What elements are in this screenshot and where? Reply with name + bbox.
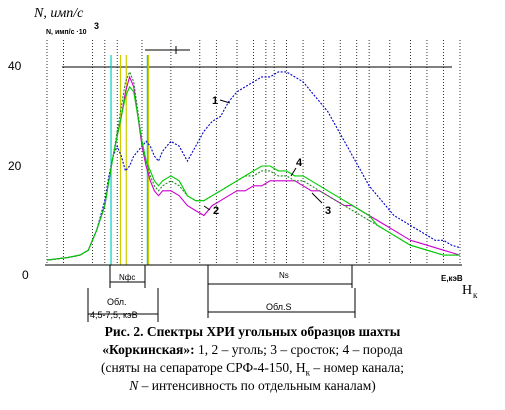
obl-fs-label-line1: Обл. — [107, 297, 127, 307]
obl-fs-label-line2: 4,5-7,5, кэВ — [90, 310, 138, 320]
caption-n-symbol: N — [129, 378, 139, 393]
y-axis-title: N, имп/с — [33, 6, 84, 21]
y-axis-subtitle: N, имп/с ·10 — [46, 29, 87, 36]
obl-s-label: Обл.S — [266, 302, 292, 312]
x-axis-end-label: E,кэВ — [441, 274, 463, 283]
nfs-label: Nфс — [119, 273, 135, 282]
caption-title: Рис. 2. Спектры ХРИ угольных образцов ша… — [104, 324, 401, 339]
ns-label: Ns — [279, 271, 289, 280]
curve-label-4: 4 — [296, 157, 303, 169]
series-group — [46, 70, 461, 261]
series-line-4 — [46, 85, 460, 261]
caption-line-3: (сняты на сепараторе СРФ-4-150, Hк – ном… — [0, 359, 505, 382]
caption-note-a: (сняты на сепараторе СРФ-4-150, H — [100, 360, 306, 375]
curve-label-3-leader — [311, 192, 323, 204]
caption-mine-name: «Коркинская»: — [102, 342, 195, 357]
caption-note-b: – номер канала; — [309, 360, 405, 375]
curve-label-2: 2 — [213, 205, 219, 217]
y-tick-label-0: 0 — [22, 268, 29, 282]
grid-lines — [46, 40, 461, 265]
caption-line-2: «Коркинская»: 1, 2 – уголь; 3 – сросток;… — [0, 341, 505, 358]
curve-label-3: 3 — [325, 205, 331, 217]
curve-label-1-leader — [219, 99, 231, 104]
y-tick-label-40: 40 — [8, 59, 22, 73]
caption-line-4: N – интенсивность по отдельным каналам) — [0, 377, 505, 394]
curve-label-2-leader — [203, 205, 211, 211]
curve-label-1: 1 — [212, 95, 218, 107]
series-line-1 — [46, 71, 461, 261]
y-tick-label-20: 20 — [8, 159, 22, 173]
caption-note-sub: к — [305, 367, 310, 378]
caption-line-1: Рис. 2. Спектры ХРИ угольных образцов ша… — [0, 323, 505, 340]
curve-label-4-leader — [290, 167, 297, 177]
x-axis-channel-label: H — [462, 283, 472, 298]
caption-note-c: – интенсивность по отдельным каналам) — [138, 378, 376, 393]
reference-lines — [62, 55, 452, 265]
y-axis-subtitle-exp: 3 — [94, 21, 99, 31]
caption-legend: 1, 2 – уголь; 3 – сросток; 4 – порода — [194, 342, 403, 357]
x-axis-channel-sub: к — [473, 290, 478, 300]
